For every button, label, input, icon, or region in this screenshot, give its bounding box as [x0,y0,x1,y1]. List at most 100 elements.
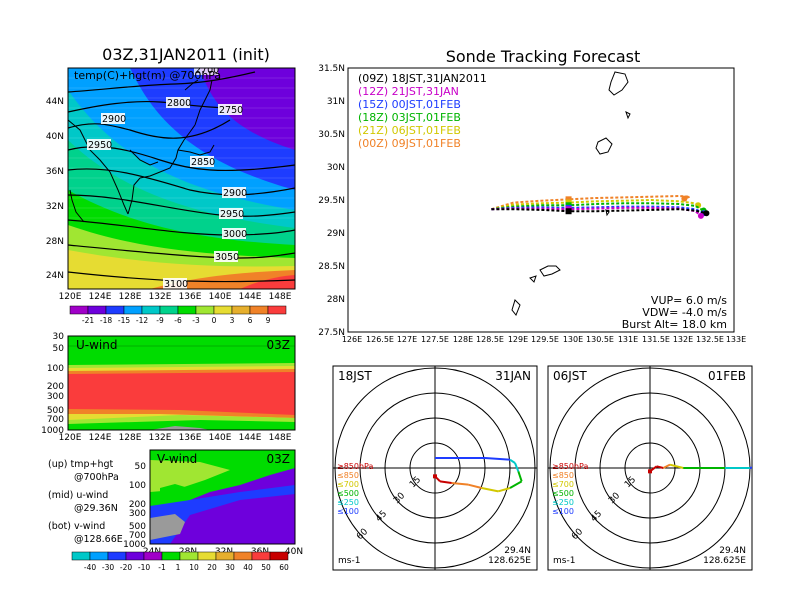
v-wind-label: V-wind [157,452,197,466]
cb2-swatch [179,551,199,561]
track-series [491,198,699,211]
map-lon-ticks: 120E 124E 128E 132E 136E 140E 144E 148E [59,292,292,302]
contour-label-2950a: 2950 [88,140,112,151]
track-lon-tick: 129.5E [531,335,559,344]
cb1-tick: -21 [82,316,94,325]
hodo-segment [509,458,516,464]
cb2-tick: -20 [120,563,132,572]
cb2-tick: -10 [138,563,150,572]
track-lon-tick: 133E [726,335,746,344]
hodo1-date: 31JAN [495,369,531,383]
cb1-swatch [249,305,269,315]
u-wind-panel [68,336,295,430]
hodo2-p-250: ≤250 [552,498,574,507]
cb2-tick: 20 [207,563,217,572]
cb2-tick: -30 [102,563,114,572]
cb2-swatch [71,551,91,561]
hodo-start-marker [433,474,437,479]
hodo2-p-700: ≤700 [552,480,574,489]
hodograph-2: 06JST 01FEB 15 30 45 60 ≥850hPa ≤850 ≤70… [547,365,753,571]
map-lon-tick: 136E [179,292,202,302]
param-burst: Burst Alt= 18.0 km [622,318,727,331]
note-up-2: @700hPa [74,472,119,483]
note-up-1: (up) tmp+hgt [48,459,114,470]
v-p-tick: 700 [129,531,146,541]
track-lon-tick: 132E [673,335,693,344]
u-wind-label: U-wind [76,338,117,352]
u-lon-tick: 148E [269,433,292,443]
u-p-tick: 50 [53,344,65,354]
hodo1-p-250: ≤250 [337,498,359,507]
cb1-tick: -12 [136,316,148,325]
hodo1-p-500: ≤500 [337,489,359,498]
u-lon-tick: 132E [149,433,172,443]
param-vdw: VDW= -4.0 m/s [642,306,727,319]
u-lon-tick: 136E [179,433,202,443]
hodo-segment [451,482,469,486]
hodo-segment [656,465,664,469]
cb1-tick: 6 [248,316,253,325]
panel-legend-notes: (up) tmp+hgt @700hPa (mid) u-wind @29.36… [48,459,123,545]
track-lon-tick: 129E [508,335,528,344]
cb2-swatch [161,551,181,561]
track-series [491,202,705,212]
cb1-swatch [267,305,287,315]
contour-label-3000: 3000 [223,229,247,240]
track-lat-tick: 30.5N [318,130,345,140]
cb1-swatch [141,305,161,315]
launch-15z: (15Z) 00JST,01FEB [358,98,461,111]
hodo-segment [517,471,523,482]
v-wind-p-ticks: 50 100 200 300 500 700 1000 [123,462,146,550]
cb1-tick: 0 [212,316,217,325]
v-wind-grey [150,514,185,540]
map-lat-tick: 40N [46,132,64,142]
cb2-swatch [215,551,235,561]
contour-label-3100: 3100 [164,279,188,290]
contour-label-2900a: 2900 [102,114,126,125]
hodo-segment [662,463,671,469]
left-title: 03Z,31JAN2011 (init) [102,45,270,64]
u-p-tick: 100 [47,364,64,374]
u-wind-grey-low [150,426,210,430]
hodo-segment [439,480,452,484]
track-endpoint [703,210,710,217]
cb2-swatch [251,551,271,561]
u-lon-tick: 124E [89,433,112,443]
hodo-segment [498,487,511,493]
param-vup: VUP= 6.0 m/s [651,294,727,307]
cb1-tick: -6 [174,316,182,325]
contour-label-2950b: 2950 [220,209,244,220]
map-lon-tick: 132E [149,292,172,302]
cb2-tick: 40 [243,563,253,572]
map-lon-tick: 124E [89,292,112,302]
cb1-swatch [105,305,125,315]
u-p-tick: 300 [47,392,64,402]
launch-00z: (00Z) 09JST,01FEB [358,137,461,150]
right-title: Sonde Tracking Forecast [446,47,641,66]
track-burst-marker [565,208,572,215]
cb1-tick: -15 [118,316,130,325]
hodo2-time: 06JST [553,369,587,383]
hodo1-unit: ms-1 [338,556,360,566]
cb2-swatch [143,551,163,561]
track-lat-tick: 28N [327,295,345,305]
hodo1-p-700: ≤700 [337,480,359,489]
launch-18z: (18Z) 03JST,01FEB [358,111,461,124]
cb1-swatch [231,305,251,315]
map-lat-tick: 44N [46,97,64,107]
cb1-swatch [87,305,107,315]
cb2-swatch [89,551,109,561]
track-lon-tick: 132.5E [696,335,724,344]
cb2-swatch [197,551,217,561]
track-endpoint [697,212,704,219]
hodo1-p-850up: ≥850hPa [337,462,374,471]
cb2-tick: 1 [176,563,181,572]
cb2-swatch [125,551,145,561]
map-lat-tick: 32N [46,202,64,212]
hodo-segment [514,462,520,472]
cb2-tick: 60 [279,563,289,572]
cb1-swatch [177,305,197,315]
u-lon-tick: 140E [209,433,232,443]
map-contour-labels: 2700 2750 2800 2850 2900 2900 2950 2950 … [87,68,247,290]
map-frame [67,67,296,290]
